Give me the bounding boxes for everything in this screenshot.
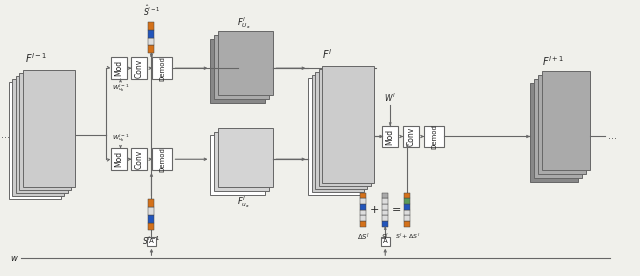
Bar: [538, 75, 586, 174]
Bar: [148, 215, 154, 222]
Bar: [214, 132, 269, 191]
Bar: [534, 79, 582, 178]
Bar: [382, 193, 388, 198]
Bar: [152, 57, 172, 79]
Text: Mod: Mod: [114, 60, 123, 76]
Bar: [152, 148, 172, 170]
Bar: [148, 199, 154, 207]
Bar: [360, 215, 366, 221]
Bar: [530, 83, 578, 182]
Text: Conv: Conv: [135, 150, 144, 169]
Text: Demod: Demod: [431, 124, 437, 149]
Text: Conv: Conv: [135, 59, 144, 78]
Bar: [131, 57, 147, 79]
Bar: [308, 78, 360, 195]
Text: $w$: $w$: [10, 254, 19, 263]
Text: $W^{l-1}_{u_a}$: $W^{l-1}_{u_a}$: [112, 133, 129, 144]
Bar: [218, 128, 273, 187]
Bar: [218, 31, 273, 95]
Text: $F^{l}_{U_a}$: $F^{l}_{U_a}$: [237, 15, 251, 31]
Text: Demod: Demod: [159, 56, 166, 81]
Bar: [404, 215, 410, 221]
Text: =: =: [392, 205, 401, 215]
Bar: [360, 210, 366, 215]
Bar: [542, 71, 590, 170]
Text: $F^{l+1}$: $F^{l+1}$: [542, 54, 564, 68]
Text: Demod: Demod: [159, 147, 166, 172]
Bar: [382, 204, 388, 210]
Bar: [211, 39, 266, 103]
Bar: [382, 215, 388, 221]
Bar: [382, 198, 388, 204]
Bar: [147, 237, 156, 246]
Bar: [404, 193, 410, 198]
Bar: [15, 76, 68, 193]
Text: Mod: Mod: [386, 128, 395, 145]
Text: $\Delta S^{l}$: $\Delta S^{l}$: [356, 232, 370, 243]
Bar: [319, 69, 371, 186]
Bar: [111, 57, 127, 79]
Bar: [148, 22, 154, 30]
Bar: [360, 204, 366, 210]
Bar: [312, 75, 364, 192]
Text: $F^{l}_{u_a}$: $F^{l}_{u_a}$: [237, 194, 250, 210]
Bar: [148, 30, 154, 38]
Text: ...: ...: [608, 131, 617, 142]
Text: $W^{l}$: $W^{l}$: [385, 91, 396, 104]
Text: $S^{l}$: $S^{l}$: [381, 232, 389, 243]
Text: $F^{l}$: $F^{l}$: [323, 47, 333, 61]
Bar: [12, 79, 64, 196]
Bar: [22, 70, 74, 187]
Bar: [148, 222, 154, 230]
Bar: [211, 136, 266, 195]
Bar: [131, 148, 147, 170]
Bar: [382, 126, 398, 147]
Bar: [360, 221, 366, 227]
Bar: [381, 237, 390, 246]
Text: Conv: Conv: [407, 127, 416, 146]
Bar: [148, 207, 154, 215]
Bar: [424, 126, 444, 147]
Bar: [323, 66, 374, 183]
Bar: [403, 126, 419, 147]
Bar: [316, 72, 367, 189]
Bar: [111, 148, 127, 170]
Text: $S^{l}+\Delta S^{l}$: $S^{l}+\Delta S^{l}$: [395, 232, 420, 241]
Bar: [382, 210, 388, 215]
Bar: [148, 46, 154, 53]
Bar: [404, 210, 410, 215]
Text: ...: ...: [1, 131, 10, 140]
Text: +: +: [369, 205, 379, 215]
Text: $F^{l-1}$: $F^{l-1}$: [24, 51, 47, 65]
Bar: [404, 221, 410, 227]
Bar: [360, 193, 366, 198]
Bar: [148, 38, 154, 46]
Text: A: A: [149, 238, 154, 244]
Text: $S^{l-1}$: $S^{l-1}$: [142, 234, 161, 247]
Text: A: A: [383, 238, 388, 244]
Bar: [8, 82, 61, 199]
Bar: [404, 204, 410, 210]
Bar: [404, 198, 410, 204]
Bar: [360, 198, 366, 204]
Text: $W^{l-1}_{u_a}$: $W^{l-1}_{u_a}$: [112, 83, 129, 94]
Text: Mod: Mod: [114, 151, 123, 167]
Bar: [19, 73, 71, 190]
Bar: [382, 221, 388, 227]
Bar: [214, 34, 269, 99]
Text: $\hat{S}^{l-1}$: $\hat{S}^{l-1}$: [143, 3, 161, 18]
